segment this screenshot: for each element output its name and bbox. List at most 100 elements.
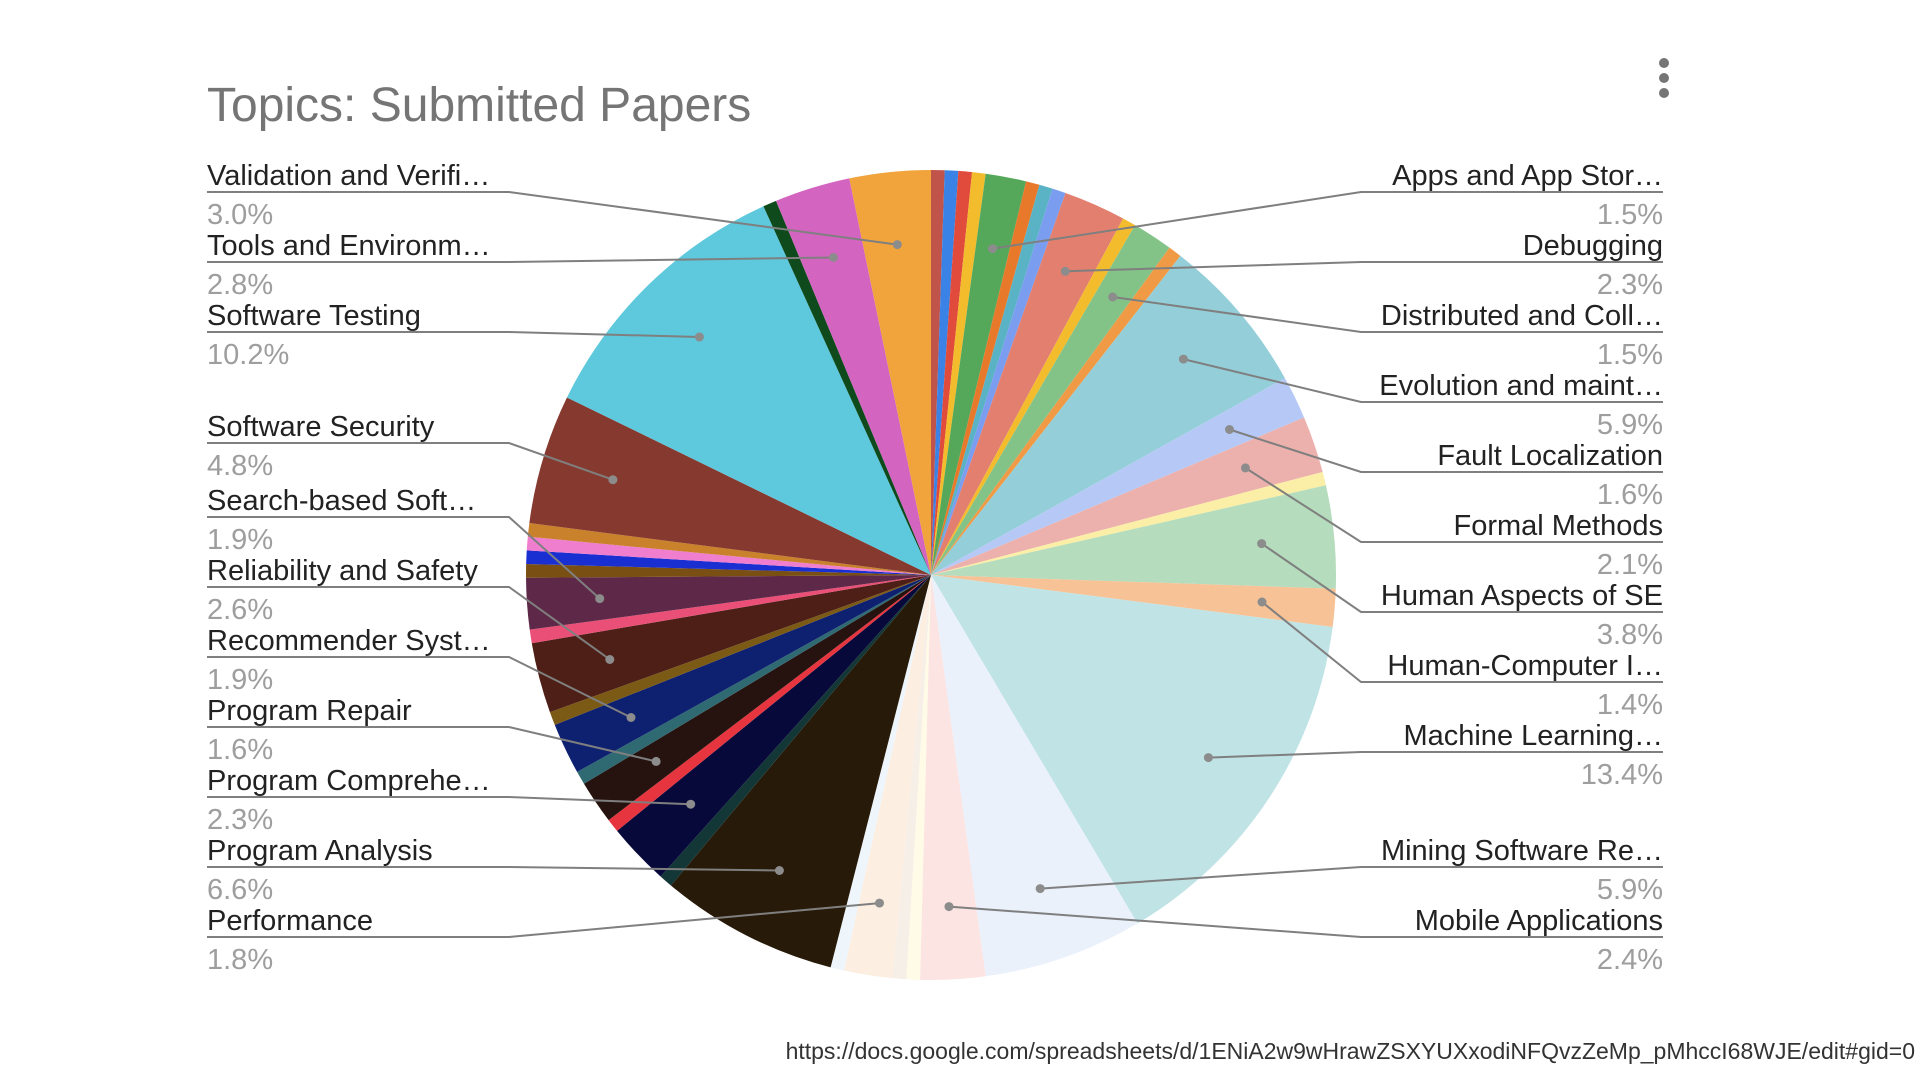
slice-value-label: 3.8% bbox=[1597, 619, 1663, 651]
pie-slice-unlabeled[interactable] bbox=[763, 200, 931, 575]
leader-line bbox=[207, 866, 780, 872]
leader-dot bbox=[944, 902, 954, 912]
pie-slice-unlabeled[interactable] bbox=[529, 575, 931, 644]
slice-value-label: 3.0% bbox=[207, 199, 273, 231]
slice-value-label: 1.6% bbox=[1597, 479, 1663, 511]
pie-slice[interactable] bbox=[617, 575, 931, 877]
pie-slice-unlabeled[interactable] bbox=[608, 575, 931, 831]
pie-slice-unlabeled[interactable] bbox=[527, 523, 931, 575]
slice-label: Machine Learning… bbox=[1403, 720, 1663, 752]
source-url[interactable]: https://docs.google.com/spreadsheets/d/1… bbox=[785, 1038, 1915, 1064]
pie-slice[interactable] bbox=[931, 417, 1323, 575]
pie-slice[interactable] bbox=[529, 397, 931, 575]
slice-value-label: 2.6% bbox=[207, 594, 273, 626]
pie-slice-unlabeled[interactable] bbox=[931, 218, 1136, 575]
pie-slice[interactable] bbox=[931, 378, 1305, 575]
pie-slice[interactable] bbox=[931, 575, 1333, 924]
leader-dot bbox=[651, 756, 661, 766]
menu-dot bbox=[1659, 88, 1669, 98]
pie-slice-unlabeled[interactable] bbox=[526, 564, 931, 578]
slice-value-label: 10.2% bbox=[207, 339, 289, 371]
pie-slice-unlabeled[interactable] bbox=[892, 575, 931, 980]
leader-line bbox=[207, 331, 700, 338]
leader-dot bbox=[694, 332, 704, 342]
pie-slice[interactable] bbox=[931, 575, 1336, 627]
slice-value-label: 2.3% bbox=[1597, 269, 1663, 301]
slice-value-label: 2.4% bbox=[1597, 944, 1663, 976]
leader-line bbox=[207, 726, 657, 763]
pie-slice[interactable] bbox=[931, 485, 1337, 589]
pie-slice[interactable] bbox=[931, 192, 1124, 576]
pie-slice-unlabeled[interactable] bbox=[660, 575, 931, 886]
pie-slice-unlabeled[interactable] bbox=[931, 170, 973, 575]
leader-dot bbox=[988, 244, 997, 254]
pie-slice[interactable] bbox=[566, 206, 931, 576]
slice-label: Mobile Applications bbox=[1415, 905, 1663, 937]
pie-slice[interactable] bbox=[526, 575, 931, 630]
pie-slice[interactable] bbox=[931, 575, 1138, 977]
pie-slice[interactable] bbox=[931, 173, 1027, 575]
chart-title: Topics: Submitted Papers bbox=[207, 79, 752, 132]
pie-slice-unlabeled[interactable] bbox=[577, 575, 931, 784]
pie-slice[interactable] bbox=[776, 178, 931, 575]
leader-line bbox=[207, 516, 601, 600]
slice-value-label: 2.1% bbox=[1597, 549, 1663, 581]
pie-slice[interactable] bbox=[931, 255, 1285, 575]
slice-value-label: 1.9% bbox=[207, 524, 273, 556]
pie-slice[interactable] bbox=[849, 170, 931, 575]
leader-line bbox=[207, 586, 611, 661]
leader-line bbox=[1261, 542, 1663, 613]
menu-dot bbox=[1659, 73, 1669, 83]
leader-dot bbox=[608, 475, 618, 485]
leader-line bbox=[1112, 296, 1663, 333]
slice-label: Apps and App Stor… bbox=[1392, 160, 1663, 192]
leader-line bbox=[1229, 428, 1663, 473]
slice-label: Recommender Syst… bbox=[207, 625, 491, 657]
pie-slice-unlabeled[interactable] bbox=[931, 170, 959, 576]
pie-slice[interactable] bbox=[931, 225, 1170, 575]
slice-label: Human Aspects of SE bbox=[1381, 580, 1663, 612]
slice-value-label: 1.5% bbox=[1597, 339, 1663, 371]
pie-slice[interactable] bbox=[843, 575, 931, 979]
pie-slice-unlabeled[interactable] bbox=[526, 536, 931, 575]
pie-slice[interactable] bbox=[554, 575, 931, 772]
leader-line bbox=[992, 191, 1663, 250]
leader-dot bbox=[875, 898, 884, 908]
slice-label: Human-Computer I… bbox=[1387, 650, 1663, 682]
slice-value-label: 1.9% bbox=[207, 664, 273, 696]
pie-slice-unlabeled[interactable] bbox=[906, 575, 931, 980]
slice-label: Search-based Soft… bbox=[207, 485, 476, 517]
more-options-icon[interactable] bbox=[1646, 50, 1682, 106]
leader-line bbox=[207, 902, 880, 938]
pie-slice-unlabeled[interactable] bbox=[931, 184, 1053, 575]
slice-label: Formal Methods bbox=[1453, 510, 1663, 542]
leader-dot bbox=[1257, 539, 1267, 549]
pie-slice[interactable] bbox=[920, 575, 986, 980]
pie-slice-unlabeled[interactable] bbox=[931, 181, 1040, 575]
leader-dot bbox=[626, 713, 636, 722]
slice-value-label: 1.5% bbox=[1597, 199, 1663, 231]
leader-line bbox=[207, 256, 834, 263]
pie-slice-unlabeled[interactable] bbox=[931, 247, 1181, 576]
slice-label: Program Comprehe… bbox=[207, 765, 491, 797]
pie-slice-unlabeled[interactable] bbox=[526, 550, 931, 575]
pie-slice-unlabeled[interactable] bbox=[549, 575, 931, 725]
leader-dot bbox=[1178, 354, 1188, 364]
slice-label: Program Repair bbox=[207, 695, 412, 727]
pie-slice[interactable] bbox=[583, 575, 931, 821]
pie-slice-unlabeled[interactable] bbox=[931, 172, 986, 575]
slice-label: Tools and Environm… bbox=[207, 230, 491, 262]
leader-line bbox=[207, 191, 898, 246]
pie-slice-unlabeled[interactable] bbox=[931, 471, 1326, 575]
pie-slice-unlabeled[interactable] bbox=[830, 575, 931, 971]
leader-dot bbox=[686, 799, 696, 809]
leader-line bbox=[1040, 866, 1663, 890]
pie-slice-unlabeled[interactable] bbox=[931, 170, 945, 575]
pie-slice-unlabeled[interactable] bbox=[931, 188, 1066, 575]
leader-line bbox=[948, 905, 1663, 938]
slice-label: Validation and Verifi… bbox=[207, 160, 490, 192]
slice-value-label: 4.8% bbox=[207, 450, 273, 482]
leader-dot bbox=[1060, 266, 1070, 276]
leader-dot bbox=[595, 594, 605, 604]
pie-slice[interactable] bbox=[531, 575, 931, 713]
